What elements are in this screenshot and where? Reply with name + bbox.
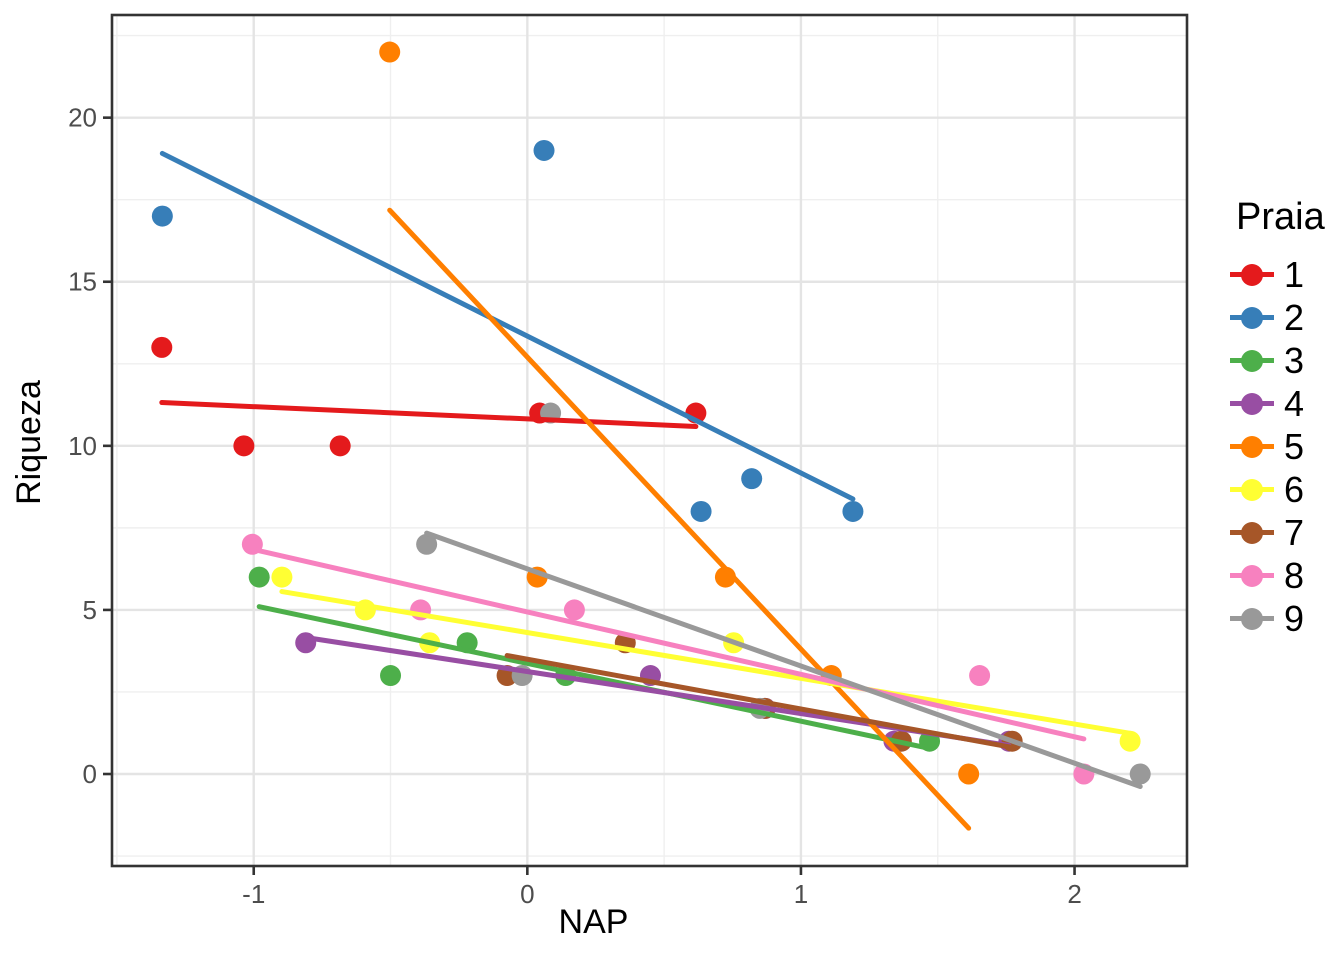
- legend-key-dot: [1241, 478, 1263, 501]
- legend-key-dot: [1241, 392, 1263, 415]
- data-point-praia-2: [842, 500, 864, 522]
- legend-item-9: 9: [1230, 597, 1325, 640]
- legend-item-label: 1: [1284, 253, 1305, 295]
- x-tick-label: 0: [520, 879, 534, 909]
- legend-item-6: 6: [1230, 468, 1325, 511]
- panel-border: [110, 13, 1189, 868]
- trend-line-praia-5: [387, 207, 972, 831]
- trend-line-praia-8: [249, 546, 1087, 742]
- legend-key-icon: [1230, 518, 1274, 548]
- legend-item-label: 9: [1284, 597, 1305, 639]
- trend-line-praia-3: [256, 604, 933, 751]
- legend-key-dot: [1241, 607, 1263, 630]
- legend-item-label: 7: [1284, 511, 1305, 553]
- y-tick-label: 15: [68, 267, 97, 297]
- y-tick-label: 10: [68, 431, 97, 461]
- data-point-praia-1: [151, 336, 173, 358]
- data-point-praia-2: [533, 139, 555, 161]
- legend-key-dot: [1241, 263, 1263, 286]
- legend-key-icon: [1230, 432, 1274, 462]
- trend-line-praia-9: [424, 530, 1143, 789]
- legend-key-dot: [1241, 521, 1263, 544]
- legend-key-icon: [1230, 260, 1274, 290]
- legend-item-label: 8: [1284, 554, 1305, 596]
- data-point-praia-3: [248, 566, 270, 588]
- data-point-praia-8: [969, 665, 991, 687]
- data-point-praia-9: [416, 533, 438, 555]
- x-axis-title: NAP: [558, 903, 629, 941]
- plot-panel: [112, 15, 1187, 866]
- data-point-praia-2: [741, 468, 763, 490]
- data-point-praia-2: [151, 205, 173, 227]
- trend-line-praia-1: [159, 400, 699, 429]
- legend-item-3: 3: [1230, 339, 1325, 382]
- data-point-praia-2: [690, 500, 712, 522]
- data-point-praia-6: [271, 566, 293, 588]
- legend-item-7: 7: [1230, 511, 1325, 554]
- legend-key-icon: [1230, 475, 1274, 505]
- y-tick-label: 0: [83, 759, 97, 789]
- y-axis-title: Riqueza: [10, 380, 48, 505]
- trend-line-praia-6: [279, 589, 1133, 736]
- legend-key-icon: [1230, 561, 1274, 591]
- data-point-praia-1: [329, 435, 351, 457]
- legend-item-1: 1: [1230, 253, 1325, 296]
- legend-title: Praia: [1236, 196, 1325, 238]
- x-tick-label: 2: [1067, 879, 1081, 909]
- legend-key-dot: [1241, 435, 1263, 458]
- data-point-praia-5: [379, 41, 401, 63]
- legend-key-dot: [1241, 349, 1263, 372]
- legend-item-label: 2: [1284, 296, 1305, 338]
- legend-item-4: 4: [1230, 382, 1325, 425]
- trend-line-praia-7: [504, 653, 1015, 750]
- y-tick-label: 5: [83, 595, 97, 625]
- legend-item-8: 8: [1230, 554, 1325, 597]
- trend-line-praia-2: [159, 150, 856, 502]
- legend-item-label: 4: [1284, 382, 1305, 424]
- data-point-praia-1: [233, 435, 255, 457]
- y-tick-label: 20: [68, 103, 97, 133]
- legend-key-icon: [1230, 604, 1274, 634]
- x-tick-label: 1: [794, 879, 808, 909]
- legend-key-icon: [1230, 346, 1274, 376]
- legend-key-icon: [1230, 389, 1274, 419]
- data-point-praia-3: [380, 665, 402, 687]
- x-tick-label: -1: [242, 879, 265, 909]
- legend-key-icon: [1230, 303, 1274, 333]
- legend-item-label: 3: [1284, 339, 1305, 381]
- legend-item-5: 5: [1230, 425, 1325, 468]
- legend-item-label: 6: [1284, 468, 1305, 510]
- legend-item-2: 2: [1230, 296, 1325, 339]
- data-point-praia-6: [1119, 730, 1141, 752]
- legend-key-dot: [1241, 564, 1263, 587]
- legend-item-label: 5: [1284, 425, 1305, 467]
- legend-key-dot: [1241, 306, 1263, 329]
- data-point-praia-8: [563, 599, 585, 621]
- data-point-praia-5: [958, 763, 980, 785]
- data-point-praia-9: [1129, 763, 1151, 785]
